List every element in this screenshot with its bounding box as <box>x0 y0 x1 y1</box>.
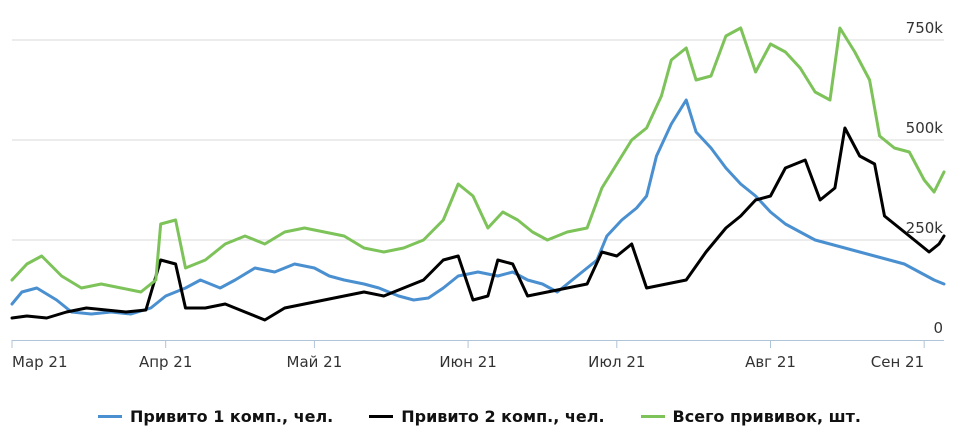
y-tick-label: 750k <box>906 19 944 37</box>
series-lines <box>10 26 946 322</box>
legend-swatch <box>369 414 394 418</box>
legend-swatch <box>640 414 665 418</box>
x-tick-label: Авг 21 <box>745 353 796 371</box>
x-tick-label: Июн 21 <box>439 353 497 371</box>
y-tick-label: 0 <box>933 319 943 337</box>
legend-item-2[interactable]: Всего прививок, шт. <box>640 406 862 426</box>
y-axis-ticks: 0 250k 500k 750k <box>906 19 944 337</box>
series-line-2 <box>10 26 946 294</box>
x-tick-label: Сен 21 <box>871 353 924 371</box>
chart-legend: Привито 1 комп., чел. Привито 2 комп., че… <box>0 400 959 432</box>
legend-item-1[interactable]: Привито 2 комп., чел. <box>369 406 605 426</box>
y-tick-label: 500k <box>906 119 944 137</box>
legend-label: Всего прививок, шт. <box>672 406 862 426</box>
series-line-1 <box>10 126 946 322</box>
legend-item-0[interactable]: Привито 1 комп., чел. <box>97 406 334 426</box>
x-tick-label: Июл 21 <box>588 353 645 371</box>
x-tick-label: Апр 21 <box>139 353 192 371</box>
x-tick-label: Май 21 <box>287 353 343 371</box>
series-line-0 <box>10 98 946 316</box>
grid-lines <box>12 39 944 241</box>
y-tick-label: 250k <box>906 219 944 237</box>
x-tick-label: Мар 21 <box>12 353 68 371</box>
legend-swatch <box>97 414 122 418</box>
legend-label: Привито 2 комп., чел. <box>401 406 605 426</box>
legend-label: Привито 1 комп., чел. <box>129 406 334 426</box>
x-axis: Мар 21 Апр 21 Май 21 Июн 21 Июл 21 Авг 21 Сен … <box>11 340 944 371</box>
vaccination-line-chart: Мар 21 Апр 21 Май 21 Июн 21 Июл 21 Авг 21 Сен … <box>10 19 946 371</box>
